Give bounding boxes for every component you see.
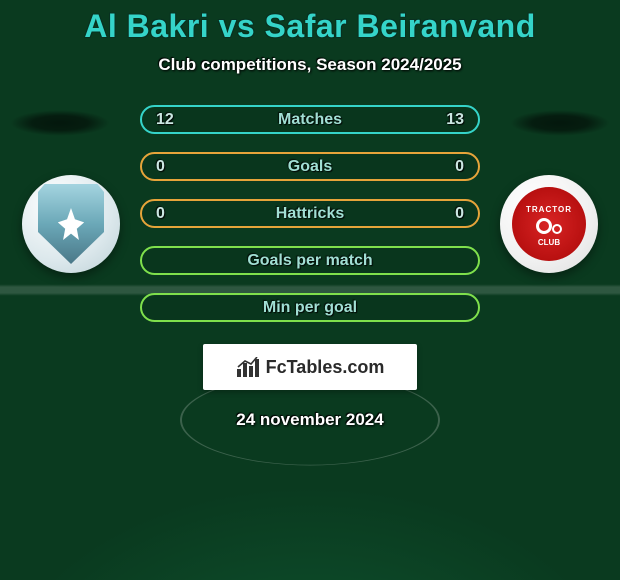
- stat-label: Hattricks: [276, 205, 344, 223]
- page-subtitle: Club competitions, Season 2024/2025: [158, 55, 461, 75]
- stat-label: Goals: [288, 158, 332, 176]
- brand-badge: FcTables.com: [203, 344, 417, 390]
- page-title: Al Bakri vs Safar Beiranvand: [84, 8, 536, 45]
- comparison-area: TRACTOR CLUB 12 Matches 13 0 Goals 0 0 Hattrick…: [0, 105, 620, 430]
- stat-row: Min per goal: [140, 293, 480, 322]
- stat-row: 0 Hattricks 0: [140, 199, 480, 228]
- club-crest-right: TRACTOR CLUB: [512, 187, 586, 261]
- stat-label: Goals per match: [247, 252, 372, 270]
- stat-row: 0 Goals 0: [140, 152, 480, 181]
- crest-right-bottom-text: CLUB: [538, 238, 560, 247]
- bar-chart-icon: [236, 357, 260, 377]
- club-crest-left: [38, 184, 104, 264]
- date-label: 24 november 2024: [236, 410, 383, 430]
- stat-value-right: 0: [440, 158, 464, 176]
- stat-label: Min per goal: [263, 299, 357, 317]
- club-logo-left: [22, 175, 120, 273]
- stat-label: Matches: [278, 111, 342, 129]
- stat-value-right: 0: [440, 205, 464, 223]
- stat-row: Goals per match: [140, 246, 480, 275]
- player-shadow-left: [10, 110, 110, 136]
- crest-right-top-text: TRACTOR: [526, 205, 572, 214]
- club-logo-right: TRACTOR CLUB: [500, 175, 598, 273]
- content-wrapper: Al Bakri vs Safar Beiranvand Club compet…: [0, 0, 620, 430]
- stat-row: 12 Matches 13: [140, 105, 480, 134]
- brand-text: FcTables.com: [266, 357, 385, 378]
- stat-value-right: 13: [440, 111, 464, 129]
- player-shadow-right: [510, 110, 610, 136]
- stat-value-left: 0: [156, 158, 180, 176]
- stat-value-left: 12: [156, 111, 180, 129]
- stat-value-left: 0: [156, 205, 180, 223]
- tractor-icon: [534, 216, 564, 236]
